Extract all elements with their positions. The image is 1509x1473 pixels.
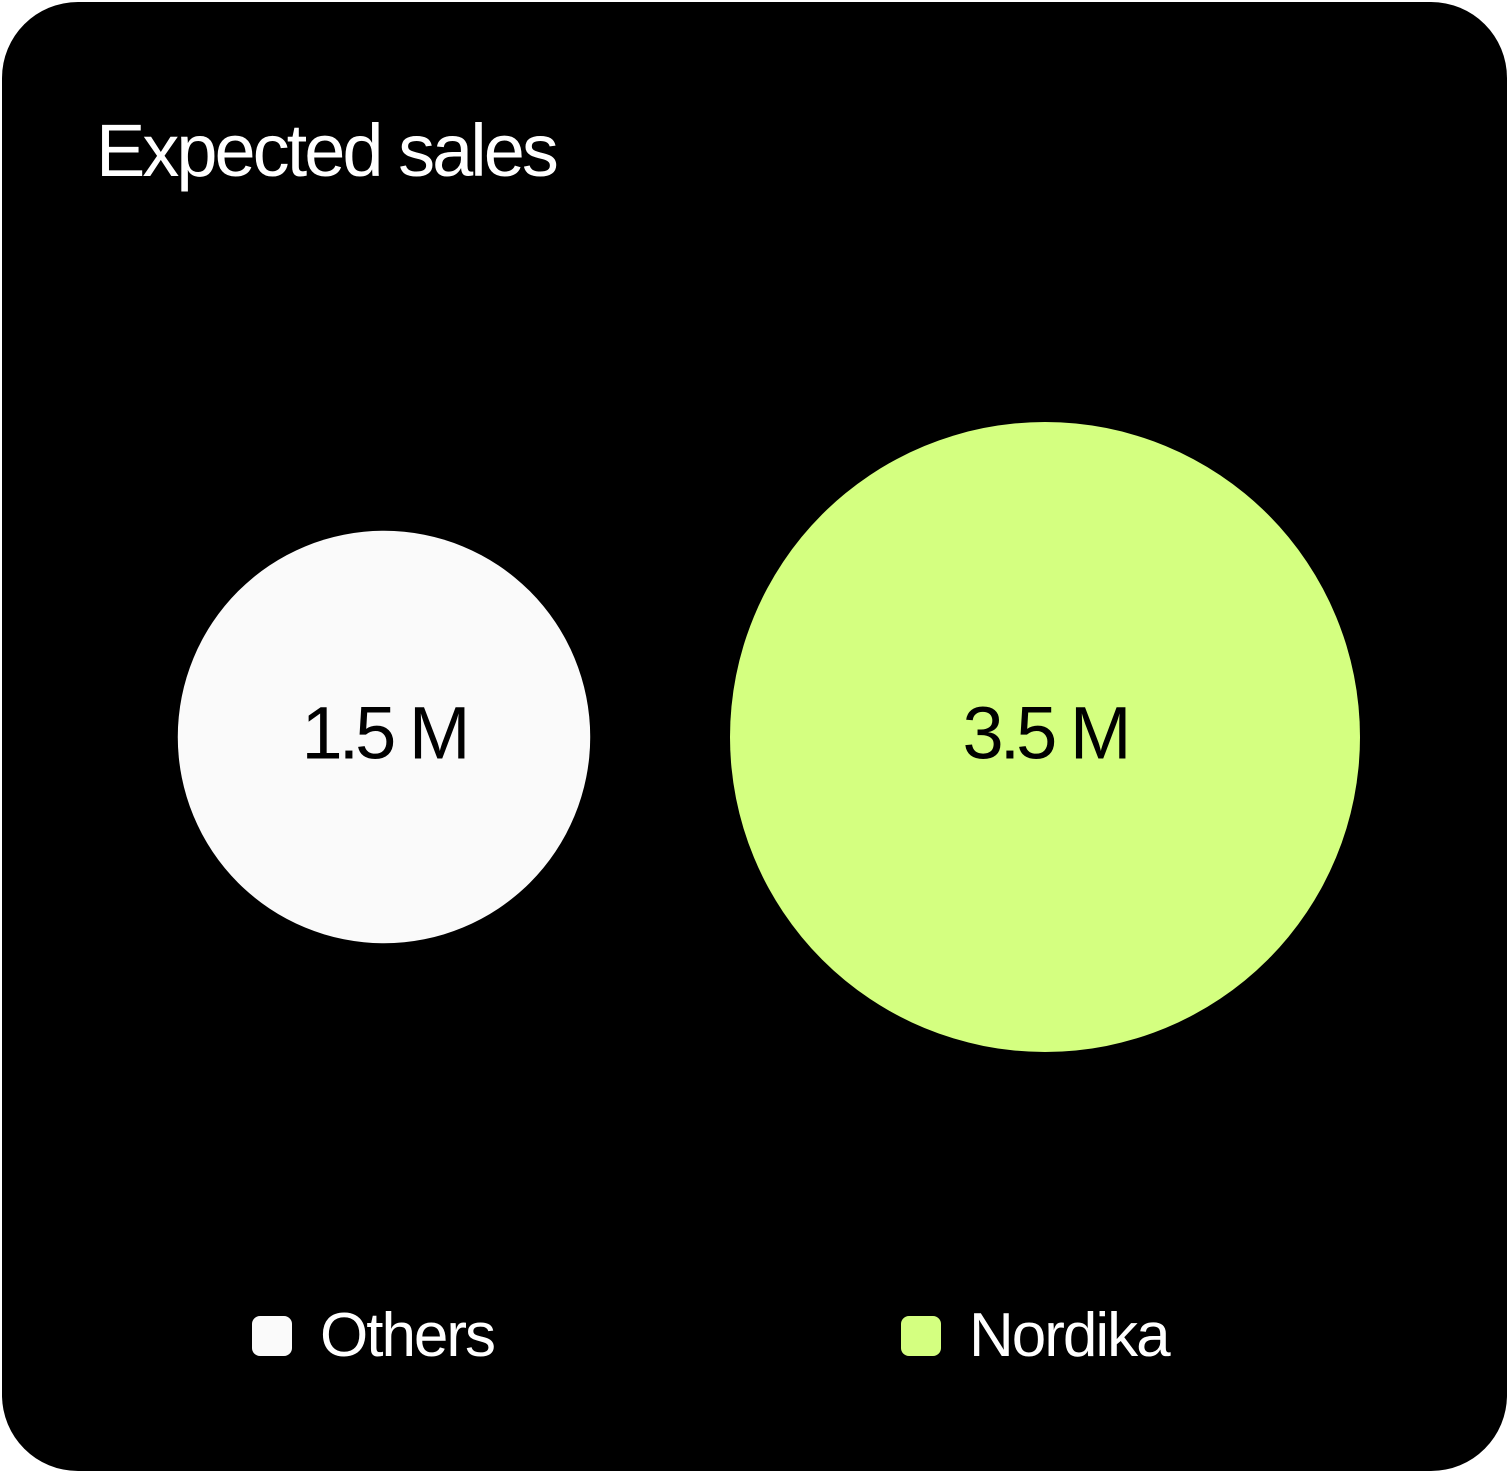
- legend-item-others: Others: [252, 1300, 496, 1372]
- legend-item-nordika: Nordika: [901, 1300, 1171, 1372]
- legend-swatch-others: [252, 1316, 292, 1356]
- legend-label-others: Others: [320, 1301, 496, 1370]
- legend-swatch-nordika: [901, 1316, 941, 1356]
- bubble-value-label-others: 1.5 M: [301, 692, 466, 775]
- legend-label-nordika: Nordika: [969, 1301, 1171, 1370]
- bubble-nordika: [730, 422, 1360, 1052]
- chart-title: Expected sales: [96, 109, 559, 192]
- bubble-others: [177, 530, 591, 944]
- bubble-value-label-nordika: 3.5 M: [962, 692, 1127, 775]
